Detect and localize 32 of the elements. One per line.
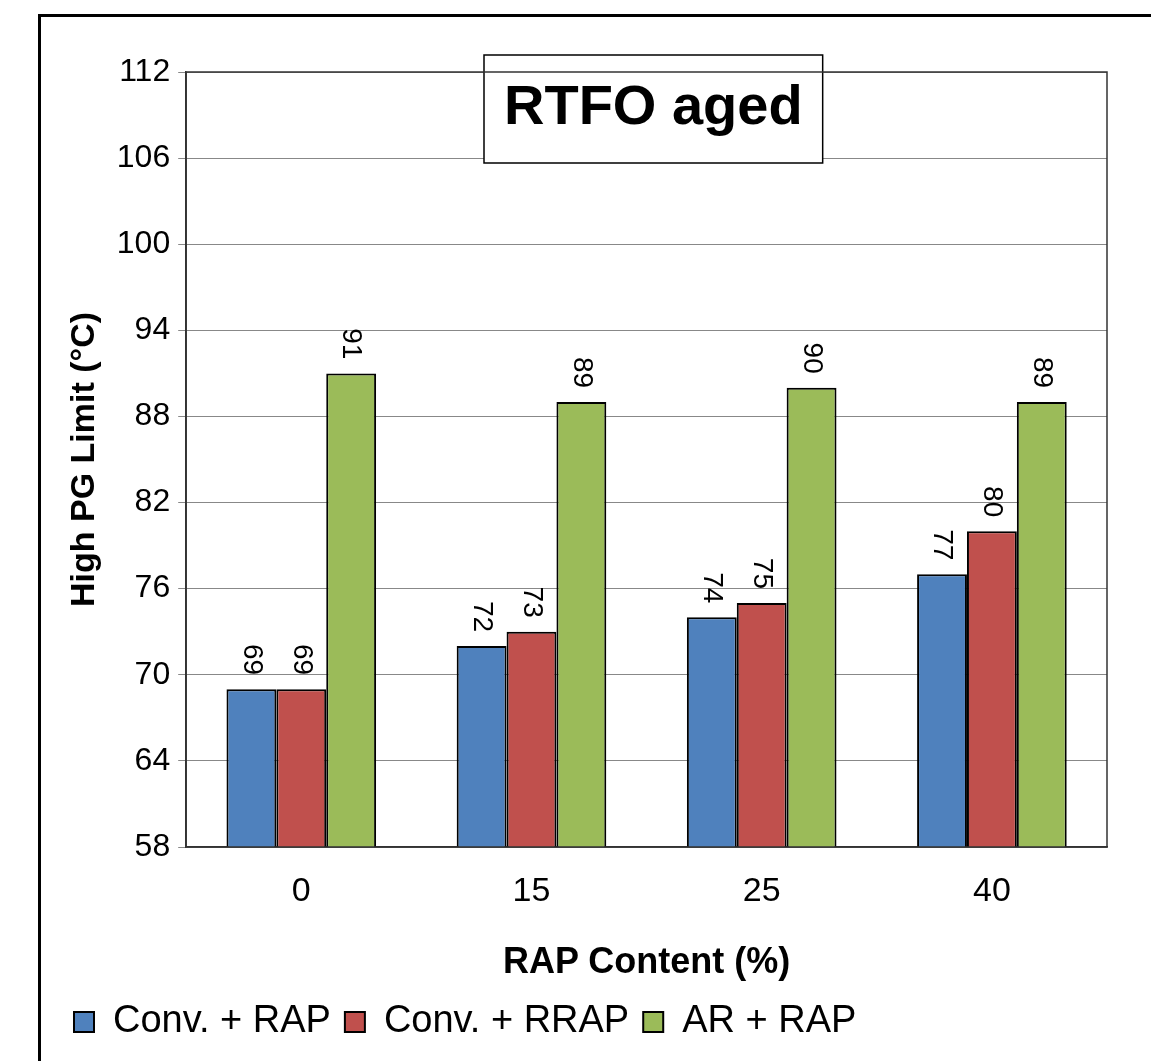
data-label: 77 [928, 529, 960, 561]
data-label: 90 [797, 342, 829, 374]
x-tick-label: 25 [742, 869, 781, 908]
y-tick-label: 70 [134, 654, 171, 691]
data-label: 80 [978, 486, 1010, 518]
legend-label: Conv. + RAP [113, 998, 331, 1041]
data-label: 89 [567, 356, 599, 389]
legend-label: AR + RAP [682, 998, 857, 1041]
legend-label: Conv. + RRAP [383, 998, 630, 1041]
data-label: 69 [287, 643, 319, 676]
y-tick-label: 82 [134, 482, 171, 519]
y-tick-label: 88 [134, 396, 171, 433]
x-tick-label: 15 [512, 869, 551, 908]
y-tick-label: 58 [134, 826, 171, 863]
y-tick-label: 106 [116, 137, 171, 174]
data-label: 89 [1028, 356, 1060, 389]
data-label: 75 [747, 557, 779, 590]
data-label: 73 [517, 586, 549, 618]
y-tick-label: 94 [134, 310, 171, 347]
y-tick-label: 100 [116, 224, 171, 261]
y-tick-label: 76 [134, 568, 171, 605]
data-label: 72 [467, 600, 499, 633]
data-label: 91 [337, 328, 369, 360]
chart-title: RTFO aged [504, 73, 803, 137]
y-tick-label: 112 [119, 51, 171, 88]
x-axis-title: RAP Content (%) [502, 940, 791, 982]
data-label: 69 [237, 643, 269, 676]
x-tick-label: 40 [972, 869, 1011, 908]
x-tick-label: 0 [291, 869, 311, 908]
data-label: 74 [698, 572, 730, 604]
y-axis-title: High PG Limit (°C) [62, 311, 101, 608]
y-tick-label: 64 [134, 740, 171, 777]
